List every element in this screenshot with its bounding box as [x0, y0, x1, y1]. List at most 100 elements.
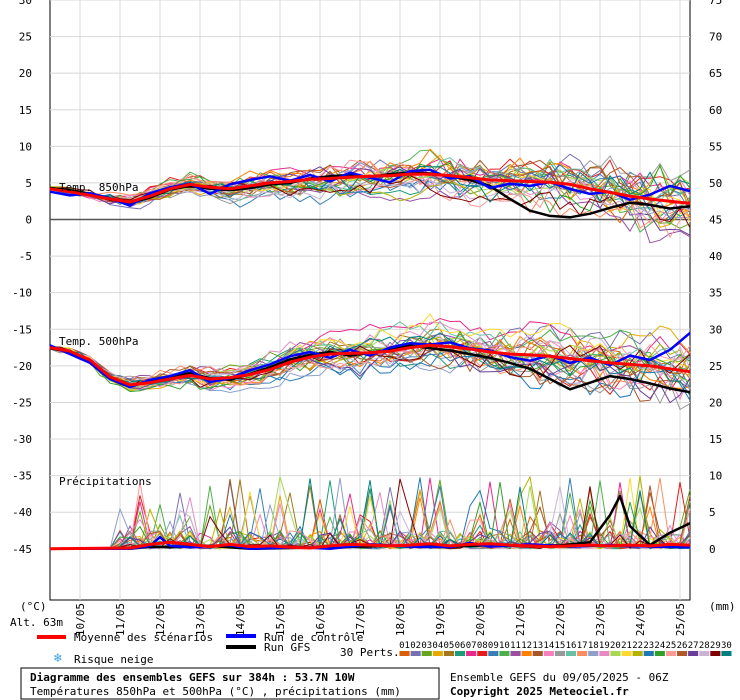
pert-30-t500-line: [49, 332, 691, 396]
pert-number-08: 08: [477, 641, 488, 651]
right-tick-label: 25: [709, 360, 722, 373]
left-unit: (°C): [20, 600, 47, 613]
pert-number-25: 25: [666, 641, 677, 651]
left-tick-label: 0: [25, 214, 32, 227]
left-tick-label: -10: [12, 287, 32, 300]
left-tick-label: 25: [19, 31, 32, 44]
pert-number-03: 03: [421, 641, 432, 651]
pert-number-21: 21: [621, 641, 632, 651]
x-tick-label: 23/05: [594, 603, 607, 636]
pert-swatch-01: [399, 651, 410, 656]
pert-swatch-17: [577, 651, 588, 656]
left-tick-label: -40: [12, 506, 32, 519]
pert-swatch-09: [488, 651, 499, 656]
right-tick-label: 10: [709, 470, 722, 483]
pert-number-19: 19: [599, 641, 610, 651]
pert-number-01: 01: [399, 641, 410, 651]
right-tick-label: 75: [709, 0, 722, 7]
mean-t850-line: [49, 172, 691, 205]
right-tick-label: 50: [709, 177, 722, 190]
pert-number-06: 06: [455, 641, 466, 651]
pert-number-07: 07: [466, 641, 477, 651]
right-tick-label: 15: [709, 433, 722, 446]
x-axis-ticks: 10/05 11/05 12/05 13/05 14/05 15/05 16/05 17/05…: [74, 603, 687, 636]
mean-precip-line: [49, 540, 691, 551]
main-series-lines: [49, 168, 691, 551]
perturbation-legend: 01 02 03 04 05 06 07 08 09 10 11 12 13 14 15 16 17 18 19 20…: [399, 641, 732, 656]
x-tick-label: 10/05: [74, 603, 87, 636]
pert-swatch-16: [566, 651, 577, 656]
x-tick-label: 20/05: [474, 603, 487, 636]
pert-swatch-18: [588, 651, 599, 656]
pert-swatch-29: [710, 651, 721, 656]
pert-swatch-05: [443, 651, 454, 656]
pert-swatch-10: [499, 651, 510, 656]
left-tick-label: 30: [19, 0, 32, 7]
pert-number-24: 24: [654, 641, 665, 651]
x-tick-label: 12/05: [154, 603, 167, 636]
perturbation-lines: [49, 148, 691, 551]
pert-swatch-06: [455, 651, 466, 656]
left-tick-label: -5: [19, 250, 32, 263]
pert-number-17: 17: [577, 641, 588, 651]
x-tick-label: 22/05: [554, 603, 567, 636]
pert-26-t850-line: [49, 165, 691, 205]
pert-swatch-08: [477, 651, 488, 656]
right-tick-label: 55: [709, 140, 722, 153]
pert-swatch-25: [665, 651, 676, 656]
left-tick-label: 15: [19, 104, 32, 117]
pert-swatch-19: [599, 651, 610, 656]
right-tick-label: 45: [709, 214, 722, 227]
x-tick-label: 16/05: [314, 603, 327, 636]
right-tick-label: 60: [709, 104, 722, 117]
right-tick-label: 40: [709, 250, 722, 263]
pert-number-28: 28: [699, 641, 710, 651]
pert-number-18: 18: [588, 641, 599, 651]
left-tick-label: -15: [12, 323, 32, 336]
x-tick-label: 18/05: [394, 603, 407, 636]
altitude-label: Alt. 63m: [10, 616, 63, 629]
pert-swatch-11: [510, 651, 521, 656]
pert-swatch-13: [532, 651, 543, 656]
pert-swatch-26: [677, 651, 688, 656]
pert-number-04: 04: [432, 641, 443, 651]
right-unit: (mm): [709, 600, 736, 613]
pert-number-15: 15: [555, 641, 566, 651]
pert-number-30: 30: [721, 641, 732, 651]
right-tick-label: 65: [709, 67, 722, 80]
legend-mean-label: Moyenne des scénarios: [74, 631, 213, 644]
x-tick-label: 13/05: [194, 603, 207, 636]
pert-swatch-27: [688, 651, 699, 656]
left-tick-label: -45: [12, 543, 32, 556]
pert-number-05: 05: [444, 641, 455, 651]
chart-subtitle: Températures 850hPa et 500hPa (°C) , pré…: [30, 685, 401, 698]
pert-number-13: 13: [532, 641, 543, 651]
left-tick-label: 5: [25, 177, 32, 190]
pert-swatch-23: [643, 651, 654, 656]
right-tick-label: 35: [709, 287, 722, 300]
left-tick-label: 10: [19, 140, 32, 153]
perts-label: 30 Perts.: [340, 646, 400, 659]
pert-swatch-20: [610, 651, 621, 656]
pert-17-t850-line: [49, 168, 691, 229]
x-tick-label: 21/05: [514, 603, 527, 636]
snow-risk-label: Risque neige: [74, 653, 153, 666]
left-tick-label: -30: [12, 433, 32, 446]
pert-swatch-12: [521, 651, 532, 656]
right-tick-label: 5: [709, 506, 716, 519]
x-tick-label: 19/05: [434, 603, 447, 636]
legend-gfs-label: Run GFS: [264, 641, 310, 654]
pert-swatch-21: [621, 651, 632, 656]
right-tick-label: 0: [709, 543, 716, 556]
label-temp-500: Temp. 500hPa: [59, 335, 138, 348]
pert-number-22: 22: [632, 641, 643, 651]
pert-number-29: 29: [710, 641, 721, 651]
pert-swatch-15: [554, 651, 565, 656]
x-tick-label: 15/05: [274, 603, 287, 636]
pert-swatch-02: [410, 651, 421, 656]
pert-swatch-03: [421, 651, 432, 656]
pert-number-14: 14: [543, 641, 554, 651]
mean-t500-line: [49, 343, 691, 387]
